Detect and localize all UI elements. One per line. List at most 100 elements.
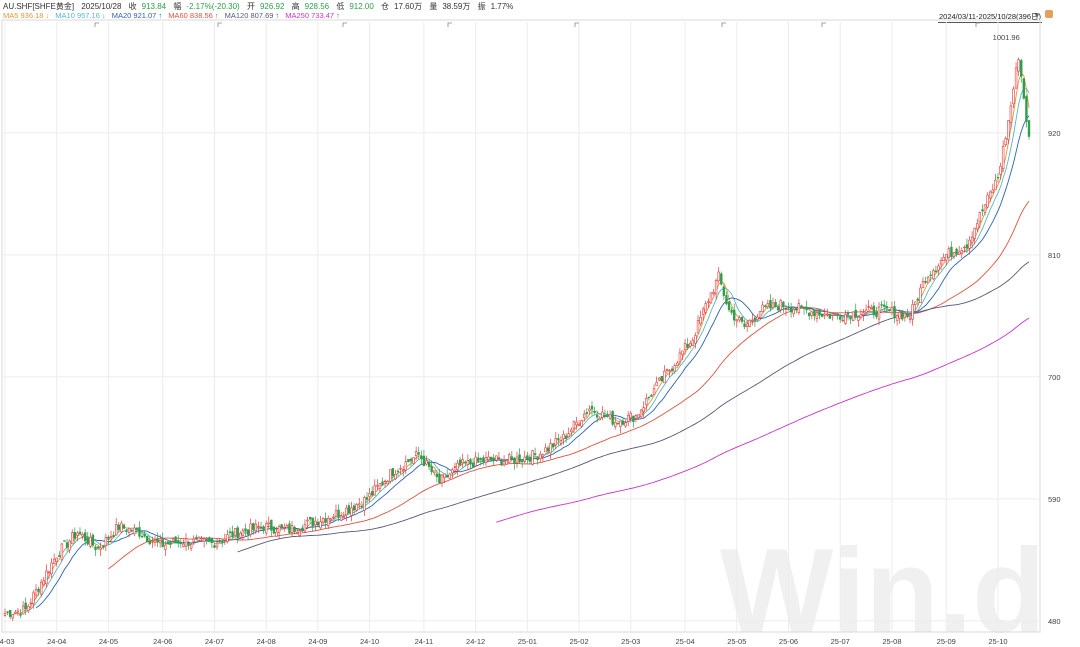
candle-body	[461, 459, 464, 464]
candle-body	[495, 455, 498, 461]
candle-body	[608, 413, 612, 419]
candle-body	[776, 306, 780, 311]
candle-body	[577, 424, 581, 426]
y-tick-label: 700	[1048, 373, 1061, 382]
candle-body	[60, 543, 64, 561]
candle-body	[267, 522, 270, 525]
candle-body	[877, 306, 881, 320]
candle-body	[45, 570, 48, 585]
candle-body	[939, 260, 943, 265]
y-tick-label: 590	[1048, 495, 1061, 504]
y-tick-label: 480	[1048, 617, 1061, 626]
candle-body	[127, 527, 131, 534]
candle-body	[709, 292, 713, 304]
candle-body	[766, 303, 770, 308]
candle-body	[91, 534, 95, 546]
candle-body	[580, 420, 583, 427]
candle-body	[583, 413, 586, 418]
candle-body	[820, 314, 824, 317]
event-marker-icon	[217, 22, 222, 27]
ma-legend-item: MA120 807.69 ↑	[224, 11, 280, 20]
candle-body	[629, 412, 632, 419]
candle-body	[748, 319, 751, 327]
candle-body	[293, 526, 296, 533]
candle-body	[942, 257, 945, 261]
candle-body	[55, 557, 58, 562]
candle-body	[135, 527, 139, 531]
candle-body	[58, 555, 61, 557]
candle-body	[694, 335, 697, 344]
candle-body	[102, 545, 105, 548]
x-tick-label: 24-06	[153, 637, 172, 646]
candle-body	[795, 308, 798, 311]
candle-body	[686, 343, 689, 348]
candle-body	[541, 454, 545, 457]
candle-body	[789, 307, 793, 313]
candle-body	[78, 531, 82, 535]
x-tick-label: 24-03	[0, 637, 15, 646]
x-tick-label: 24-04	[47, 637, 66, 646]
candle-body	[140, 535, 144, 538]
candle-body	[921, 280, 925, 289]
candle-body	[236, 527, 239, 538]
candle-body	[999, 165, 1002, 175]
candle-body	[138, 527, 141, 537]
candle-body	[50, 562, 53, 575]
candle-body	[510, 456, 514, 459]
candle-body	[174, 536, 177, 544]
candle-body	[8, 610, 12, 617]
candle-body	[228, 531, 232, 534]
candle-body	[125, 530, 128, 532]
candle-body	[14, 611, 17, 614]
candle-body	[745, 323, 749, 327]
candle-body	[288, 523, 291, 534]
candle-body	[624, 422, 627, 427]
candle-body	[520, 460, 524, 463]
candle-body	[16, 610, 20, 613]
candle-body	[218, 539, 221, 542]
candle-body	[965, 244, 969, 249]
x-tick-label: 24-12	[466, 637, 485, 646]
x-tick-label: 25-04	[675, 637, 694, 646]
candle-body	[370, 491, 374, 496]
candle-body	[826, 313, 829, 316]
candle-body	[743, 323, 746, 327]
candle-body	[862, 312, 865, 315]
candle-body	[158, 540, 162, 544]
candle-body	[859, 314, 863, 318]
candle-body	[332, 516, 335, 519]
candle-body	[533, 453, 537, 456]
candle-body	[146, 535, 149, 543]
candle-body	[280, 524, 283, 528]
candle-body	[21, 605, 25, 615]
candle-body	[76, 532, 79, 536]
x-tick-label: 25-09	[937, 637, 956, 646]
candle-body	[637, 414, 640, 418]
candle-body	[539, 453, 542, 459]
candle-body	[645, 398, 648, 405]
candle-body	[968, 239, 971, 249]
date-range-selector[interactable]: 2024/03/11-2025/10/28(396日)	[938, 12, 1043, 23]
candle-body	[1022, 78, 1026, 99]
high-value: 928.56	[304, 2, 330, 11]
chevron-down-icon[interactable]: ▼	[1033, 11, 1041, 20]
candle-body	[518, 454, 521, 463]
candle-body	[787, 308, 790, 311]
candle-body	[376, 485, 379, 487]
candle-body	[658, 377, 661, 381]
candle-body	[981, 209, 984, 212]
candle-body	[345, 507, 348, 516]
candle-body	[324, 518, 327, 523]
candle-body	[1017, 59, 1020, 72]
candle-body	[6, 611, 9, 613]
symbol: AU.SHF[SHFE黄金]	[3, 2, 75, 11]
candle-body	[515, 456, 519, 464]
candle-body	[673, 365, 676, 372]
candle-body	[704, 303, 707, 313]
candle-body	[171, 538, 175, 542]
candle-body	[595, 414, 599, 418]
candle-body	[505, 460, 508, 465]
settings-icon[interactable]	[1045, 10, 1053, 18]
candle-body	[733, 309, 736, 321]
